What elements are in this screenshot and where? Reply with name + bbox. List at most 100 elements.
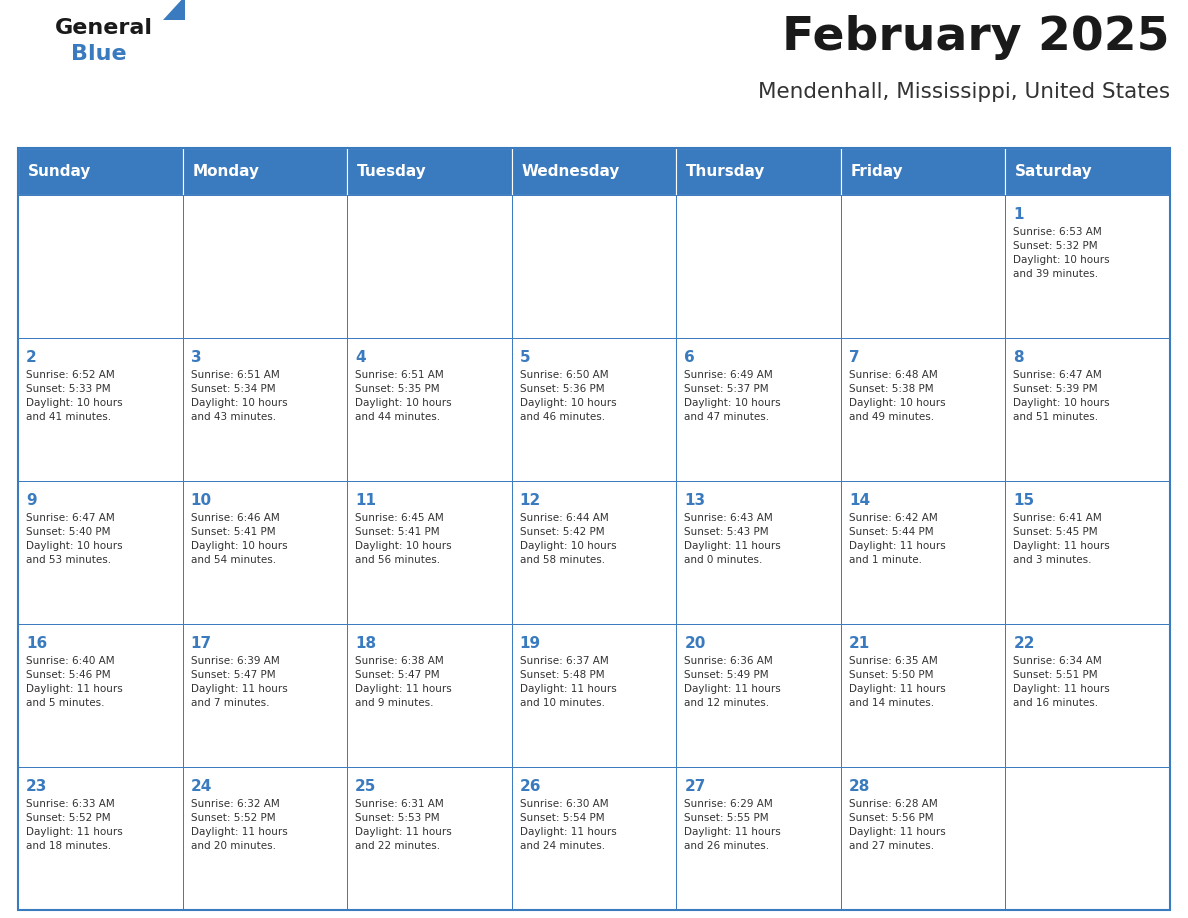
Polygon shape [841,624,1005,767]
Text: 23: 23 [26,779,48,794]
Text: Sunrise: 6:46 AM
Sunset: 5:41 PM
Daylight: 10 hours
and 54 minutes.: Sunrise: 6:46 AM Sunset: 5:41 PM Dayligh… [190,513,287,565]
Polygon shape [512,195,676,338]
Text: Sunrise: 6:35 AM
Sunset: 5:50 PM
Daylight: 11 hours
and 14 minutes.: Sunrise: 6:35 AM Sunset: 5:50 PM Dayligh… [849,656,946,708]
Text: 9: 9 [26,493,37,508]
Text: Sunrise: 6:43 AM
Sunset: 5:43 PM
Daylight: 11 hours
and 0 minutes.: Sunrise: 6:43 AM Sunset: 5:43 PM Dayligh… [684,513,781,565]
Text: Sunrise: 6:38 AM
Sunset: 5:47 PM
Daylight: 11 hours
and 9 minutes.: Sunrise: 6:38 AM Sunset: 5:47 PM Dayligh… [355,656,451,708]
Text: 16: 16 [26,636,48,651]
Text: 1: 1 [1013,207,1024,222]
Text: Sunrise: 6:47 AM
Sunset: 5:39 PM
Daylight: 10 hours
and 51 minutes.: Sunrise: 6:47 AM Sunset: 5:39 PM Dayligh… [1013,370,1110,422]
Text: 25: 25 [355,779,377,794]
Polygon shape [183,338,347,481]
Polygon shape [183,767,347,910]
Text: Sunrise: 6:30 AM
Sunset: 5:54 PM
Daylight: 11 hours
and 24 minutes.: Sunrise: 6:30 AM Sunset: 5:54 PM Dayligh… [519,799,617,851]
Text: 15: 15 [1013,493,1035,508]
Polygon shape [183,624,347,767]
Text: Sunday: Sunday [27,164,91,179]
Text: Sunrise: 6:34 AM
Sunset: 5:51 PM
Daylight: 11 hours
and 16 minutes.: Sunrise: 6:34 AM Sunset: 5:51 PM Dayligh… [1013,656,1110,708]
Text: 6: 6 [684,350,695,365]
Text: Sunrise: 6:52 AM
Sunset: 5:33 PM
Daylight: 10 hours
and 41 minutes.: Sunrise: 6:52 AM Sunset: 5:33 PM Dayligh… [26,370,122,422]
Text: 10: 10 [190,493,211,508]
Text: Sunrise: 6:36 AM
Sunset: 5:49 PM
Daylight: 11 hours
and 12 minutes.: Sunrise: 6:36 AM Sunset: 5:49 PM Dayligh… [684,656,781,708]
Text: 13: 13 [684,493,706,508]
Polygon shape [512,624,676,767]
Polygon shape [676,481,841,624]
Text: Sunrise: 6:41 AM
Sunset: 5:45 PM
Daylight: 11 hours
and 3 minutes.: Sunrise: 6:41 AM Sunset: 5:45 PM Dayligh… [1013,513,1110,565]
Polygon shape [18,148,183,195]
Text: Sunrise: 6:39 AM
Sunset: 5:47 PM
Daylight: 11 hours
and 7 minutes.: Sunrise: 6:39 AM Sunset: 5:47 PM Dayligh… [190,656,287,708]
Polygon shape [512,338,676,481]
Text: Sunrise: 6:51 AM
Sunset: 5:34 PM
Daylight: 10 hours
and 43 minutes.: Sunrise: 6:51 AM Sunset: 5:34 PM Dayligh… [190,370,287,422]
Polygon shape [841,195,1005,338]
Polygon shape [1005,148,1170,195]
Polygon shape [676,338,841,481]
Text: 24: 24 [190,779,211,794]
Polygon shape [183,195,347,338]
Text: Mendenhall, Mississippi, United States: Mendenhall, Mississippi, United States [758,82,1170,102]
Text: 21: 21 [849,636,870,651]
Text: Thursday: Thursday [687,164,765,179]
Text: Blue: Blue [71,44,127,64]
Text: Sunrise: 6:37 AM
Sunset: 5:48 PM
Daylight: 11 hours
and 10 minutes.: Sunrise: 6:37 AM Sunset: 5:48 PM Dayligh… [519,656,617,708]
Text: 7: 7 [849,350,859,365]
Polygon shape [347,338,512,481]
Text: Sunrise: 6:40 AM
Sunset: 5:46 PM
Daylight: 11 hours
and 5 minutes.: Sunrise: 6:40 AM Sunset: 5:46 PM Dayligh… [26,656,122,708]
Text: 18: 18 [355,636,377,651]
Polygon shape [1005,195,1170,338]
Polygon shape [676,195,841,338]
Text: Sunrise: 6:29 AM
Sunset: 5:55 PM
Daylight: 11 hours
and 26 minutes.: Sunrise: 6:29 AM Sunset: 5:55 PM Dayligh… [684,799,781,851]
Text: Sunrise: 6:33 AM
Sunset: 5:52 PM
Daylight: 11 hours
and 18 minutes.: Sunrise: 6:33 AM Sunset: 5:52 PM Dayligh… [26,799,122,851]
Text: 19: 19 [519,636,541,651]
Text: Sunrise: 6:53 AM
Sunset: 5:32 PM
Daylight: 10 hours
and 39 minutes.: Sunrise: 6:53 AM Sunset: 5:32 PM Dayligh… [1013,227,1110,279]
Text: Sunrise: 6:31 AM
Sunset: 5:53 PM
Daylight: 11 hours
and 22 minutes.: Sunrise: 6:31 AM Sunset: 5:53 PM Dayligh… [355,799,451,851]
Text: 17: 17 [190,636,211,651]
Polygon shape [676,767,841,910]
Polygon shape [512,148,676,195]
Text: 22: 22 [1013,636,1035,651]
Polygon shape [512,767,676,910]
Text: General: General [55,18,153,38]
Text: Monday: Monday [192,164,259,179]
Polygon shape [676,148,841,195]
Text: Sunrise: 6:51 AM
Sunset: 5:35 PM
Daylight: 10 hours
and 44 minutes.: Sunrise: 6:51 AM Sunset: 5:35 PM Dayligh… [355,370,451,422]
Text: 11: 11 [355,493,377,508]
Polygon shape [183,148,347,195]
Polygon shape [163,0,185,20]
Polygon shape [512,481,676,624]
Polygon shape [1005,624,1170,767]
Text: 8: 8 [1013,350,1024,365]
Text: Saturday: Saturday [1016,164,1093,179]
Text: 5: 5 [519,350,530,365]
Polygon shape [18,195,183,338]
Text: Tuesday: Tuesday [358,164,426,179]
Text: Sunrise: 6:49 AM
Sunset: 5:37 PM
Daylight: 10 hours
and 47 minutes.: Sunrise: 6:49 AM Sunset: 5:37 PM Dayligh… [684,370,781,422]
Text: 14: 14 [849,493,870,508]
Polygon shape [347,195,512,338]
Text: Sunrise: 6:47 AM
Sunset: 5:40 PM
Daylight: 10 hours
and 53 minutes.: Sunrise: 6:47 AM Sunset: 5:40 PM Dayligh… [26,513,122,565]
Polygon shape [841,767,1005,910]
Text: February 2025: February 2025 [783,15,1170,60]
Text: Friday: Friday [851,164,903,179]
Polygon shape [841,338,1005,481]
Polygon shape [1005,338,1170,481]
Polygon shape [347,148,512,195]
Polygon shape [347,767,512,910]
Text: 3: 3 [190,350,201,365]
Text: Sunrise: 6:32 AM
Sunset: 5:52 PM
Daylight: 11 hours
and 20 minutes.: Sunrise: 6:32 AM Sunset: 5:52 PM Dayligh… [190,799,287,851]
Text: Sunrise: 6:50 AM
Sunset: 5:36 PM
Daylight: 10 hours
and 46 minutes.: Sunrise: 6:50 AM Sunset: 5:36 PM Dayligh… [519,370,617,422]
Text: 20: 20 [684,636,706,651]
Polygon shape [18,624,183,767]
Polygon shape [841,481,1005,624]
Text: Sunrise: 6:42 AM
Sunset: 5:44 PM
Daylight: 11 hours
and 1 minute.: Sunrise: 6:42 AM Sunset: 5:44 PM Dayligh… [849,513,946,565]
Polygon shape [18,481,183,624]
Polygon shape [347,624,512,767]
Text: 28: 28 [849,779,871,794]
Text: Sunrise: 6:48 AM
Sunset: 5:38 PM
Daylight: 10 hours
and 49 minutes.: Sunrise: 6:48 AM Sunset: 5:38 PM Dayligh… [849,370,946,422]
Polygon shape [18,338,183,481]
Text: 27: 27 [684,779,706,794]
Polygon shape [183,481,347,624]
Polygon shape [1005,481,1170,624]
Polygon shape [676,624,841,767]
Polygon shape [347,481,512,624]
Polygon shape [1005,767,1170,910]
